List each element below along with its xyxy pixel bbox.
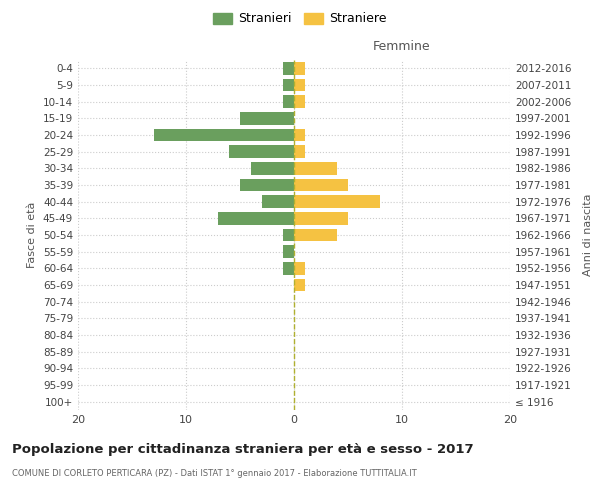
Bar [283,229,294,241]
Bar [294,262,305,274]
Bar [283,96,294,108]
Bar [294,162,337,174]
Bar [240,179,294,192]
Bar [283,62,294,74]
Bar [294,229,337,241]
Y-axis label: Fasce di età: Fasce di età [28,202,37,268]
Bar [294,196,380,208]
Bar [240,112,294,124]
Bar [294,79,305,92]
Bar [294,279,305,291]
Bar [251,162,294,174]
Bar [294,129,305,141]
Bar [294,212,348,224]
Y-axis label: Anni di nascita: Anni di nascita [583,194,593,276]
Bar [294,96,305,108]
Text: COMUNE DI CORLETO PERTICARA (PZ) - Dati ISTAT 1° gennaio 2017 - Elaborazione TUT: COMUNE DI CORLETO PERTICARA (PZ) - Dati … [12,469,417,478]
Text: Femmine: Femmine [373,40,431,53]
Bar [154,129,294,141]
Bar [229,146,294,158]
Bar [283,262,294,274]
Bar [294,62,305,74]
Bar [218,212,294,224]
Bar [283,246,294,258]
Text: Popolazione per cittadinanza straniera per età e sesso - 2017: Popolazione per cittadinanza straniera p… [12,442,473,456]
Bar [294,146,305,158]
Bar [283,79,294,92]
Legend: Stranieri, Straniere: Stranieri, Straniere [209,8,391,29]
Bar [294,179,348,192]
Bar [262,196,294,208]
